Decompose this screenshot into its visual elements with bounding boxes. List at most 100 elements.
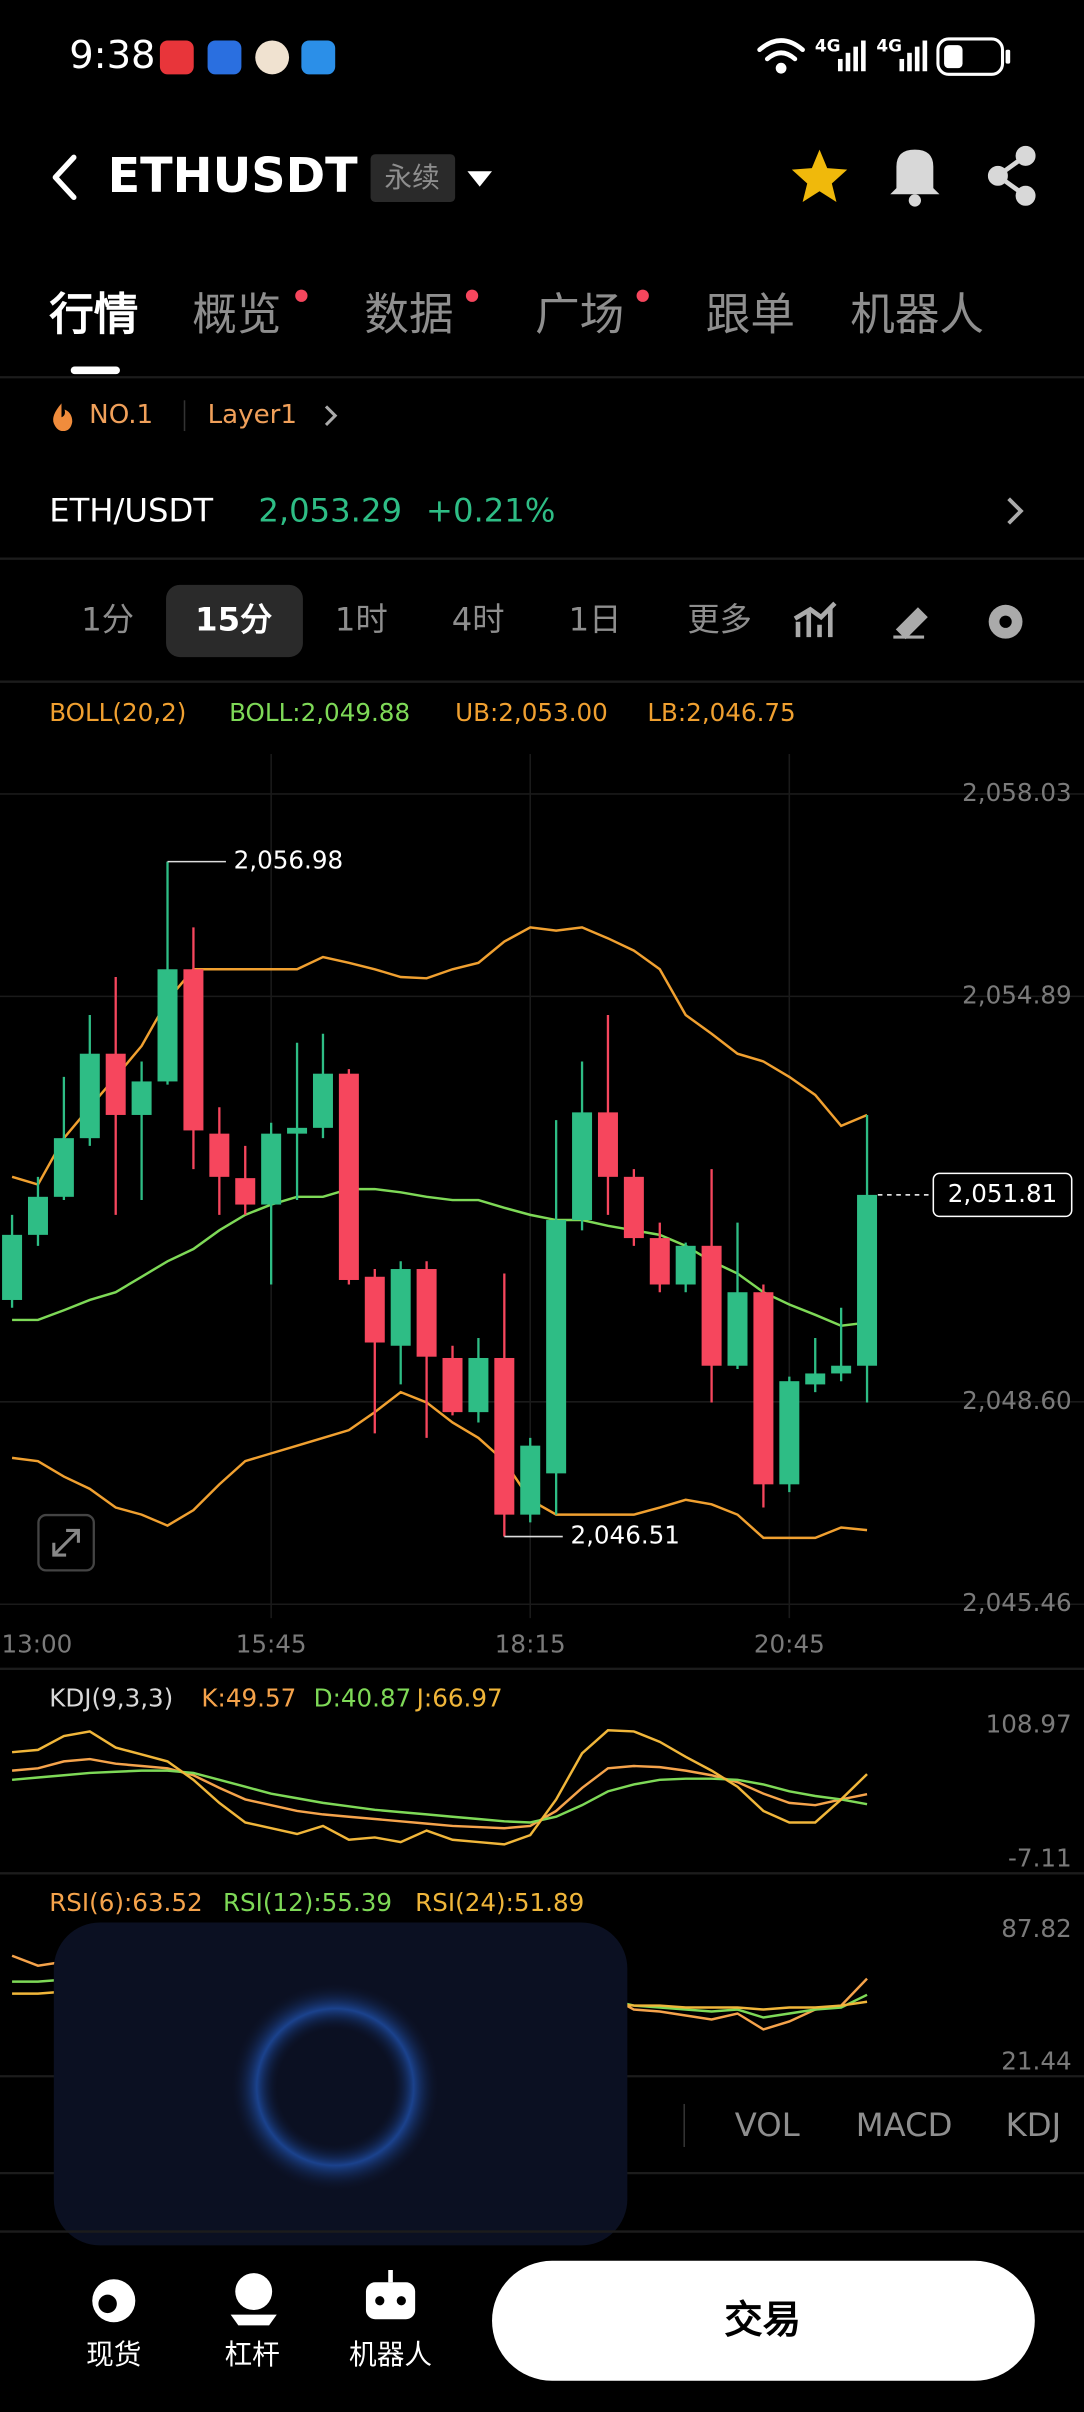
candle-body [572,1112,593,1221]
network-label: 4G [815,36,841,56]
candle-body [597,1112,618,1177]
sector-tag[interactable]: Layer1 [208,400,297,430]
rank-tag[interactable]: NO.1 [89,400,153,430]
candle-body [675,1245,696,1285]
indicator-tab[interactable]: MACD [856,2106,953,2144]
legend-entry: RSI(6):63.52 [49,1888,202,1917]
tab[interactable]: 机器人 [850,288,984,340]
draw-icon[interactable] [893,607,928,640]
candle-body [727,1292,748,1366]
interval[interactable]: 4时 [452,601,505,639]
nav-item[interactable]: 机器人 [349,2338,432,2371]
candle-body [2,1234,23,1300]
spot-icon [92,2279,136,2323]
candle-body [805,1373,826,1385]
legend-entry: BOLL:2,049.88 [229,698,410,727]
tab[interactable]: 概览 [192,288,281,340]
legend-entry: J:66.97 [415,1684,503,1713]
candle-body [261,1133,282,1205]
chevron[interactable] [1007,497,1024,525]
indicator-line [11,926,868,1187]
y-tick-label: 2,058.03 [962,778,1072,807]
candle-body [53,1138,74,1197]
trade-button-label: 交易 [724,2298,801,2343]
signal-icon [837,40,866,72]
last-price-label: 2,051.81 [948,1179,1058,1208]
x-tick-label: 18:15 [495,1630,566,1659]
chevron [324,405,338,426]
alert-bell[interactable] [890,149,940,207]
indicator-tab[interactable]: VOL [735,2106,800,2144]
y-tick-label: 108.97 [986,1710,1072,1739]
legend-entry: K:49.57 [201,1684,296,1713]
interval[interactable]: 15分 [195,601,272,639]
candle-body [494,1357,515,1515]
y-tick-label: 21.44 [1001,2046,1071,2075]
nav-item[interactable]: 现货 [86,2338,141,2371]
settings-icon[interactable] [988,604,1023,639]
dropdown[interactable] [467,171,493,187]
y-tick-label: 2,054.89 [962,980,1072,1009]
margin-icon [230,2273,277,2326]
y-tick-label: 87.82 [1001,1914,1071,1943]
price-change: +0.21% [426,492,556,530]
candle-body [183,969,204,1131]
nav-item[interactable]: 杠杆 [225,2338,280,2371]
fire-icon [53,403,73,432]
legend-entry: RSI(12):55.39 [223,1888,392,1917]
tab-indicator [70,366,120,375]
indicator-tab[interactable]: KDJ [1006,2106,1062,2144]
tab[interactable]: 行情 [49,288,138,340]
candle-body [312,1073,333,1128]
main-chart [0,753,1084,1619]
candle-body [131,1081,152,1115]
notification-dots [295,289,649,302]
trade-button[interactable] [492,2260,1035,2381]
candle-body [235,1178,256,1205]
indicator-label: KDJ(9,3,3) [49,1684,173,1713]
tab[interactable]: 跟单 [706,288,795,340]
x-tick-label: 15:45 [236,1630,307,1659]
tab[interactable]: 数据 [364,288,453,340]
candle-body [79,1053,100,1139]
interval[interactable]: 1日 [569,601,622,639]
max-annotation: 2,056.98 [234,846,344,875]
candle-body [287,1127,308,1134]
interval[interactable]: 1时 [335,601,388,639]
indicator-icon[interactable] [793,601,837,638]
interval[interactable]: 更多 [687,601,752,639]
expand-button[interactable] [37,1513,95,1572]
bot-icon [365,2270,416,2320]
badge-bg [370,154,456,202]
candle-body [157,969,178,1082]
interval[interactable]: 1分 [81,601,134,639]
candle-body [416,1269,437,1357]
indicator-line [11,1729,868,1846]
pair: ETH/USDT [49,492,213,530]
legend-entry: LB:2,046.75 [647,698,795,727]
favorite-star[interactable] [791,149,848,202]
clock: 9:38 [69,33,155,78]
legend-entry: D:40.87 [314,1684,412,1713]
legend-entry: RSI(24):51.89 [415,1888,584,1917]
indicator-tabs: VOL MACD KDJ [735,2106,1061,2144]
y-tick-label: 2,045.46 [962,1588,1072,1617]
indicator-label: BOLL(20,2) [49,698,186,727]
candle-body [468,1357,489,1413]
symbol-title: ETHUSDT [108,149,359,204]
indicator-line [12,1187,868,1328]
candle-body [623,1176,644,1239]
last-price-box [932,1172,1073,1218]
y-tick-label: -7.11 [1008,1843,1072,1872]
candle-body [546,1220,567,1474]
legend-entry: UB:2,053.00 [455,698,608,727]
candle-body [753,1292,774,1485]
x-tick-label: 13:00 [1,1630,72,1659]
tab[interactable]: 广场 [535,288,624,340]
share-icon[interactable] [987,145,1036,206]
interval-selected-bg [166,584,303,658]
back-button[interactable] [52,154,77,201]
x-tick-label: 20:45 [754,1630,825,1659]
candle-body [209,1133,230,1177]
